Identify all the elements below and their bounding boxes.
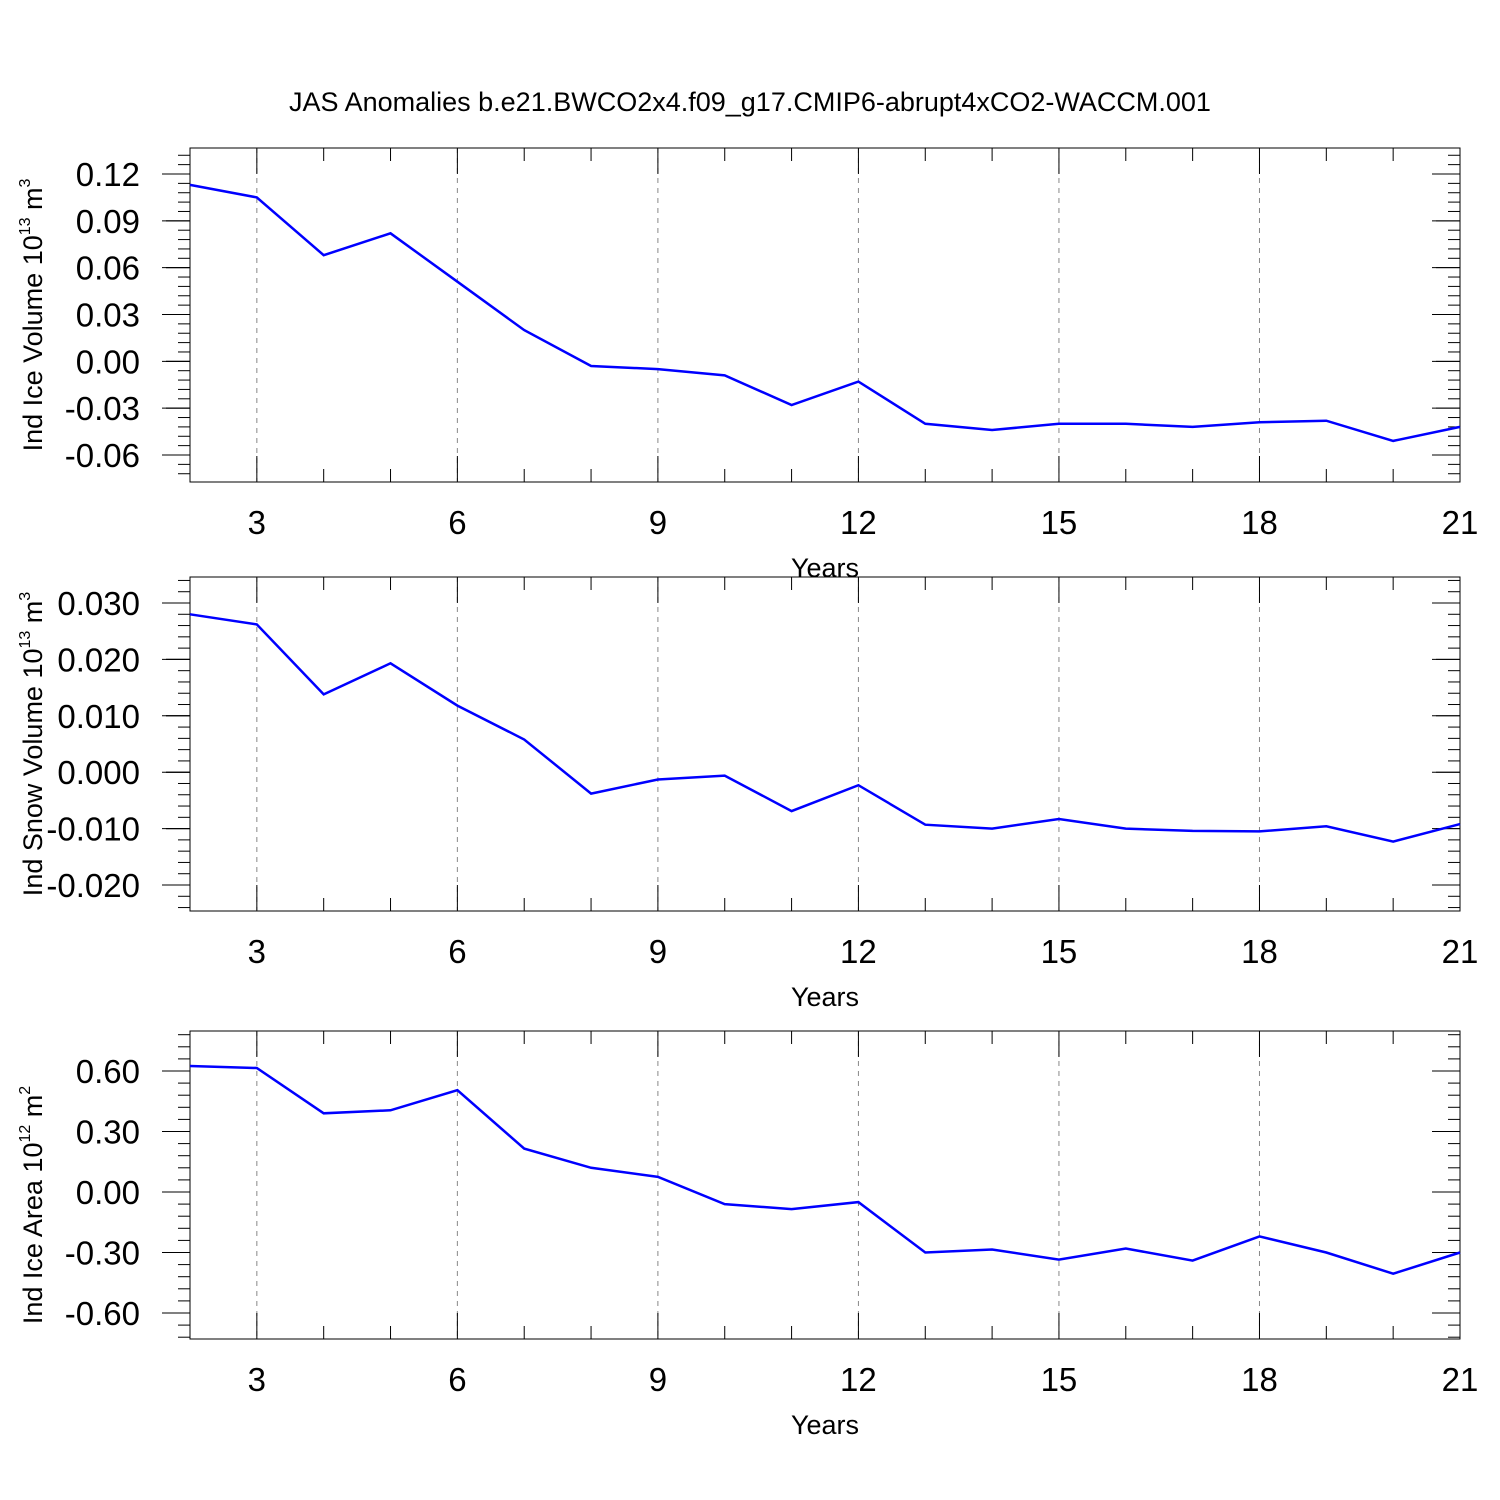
plot-frame	[189, 1030, 1461, 1340]
y-tick-label: 0.00	[76, 343, 140, 380]
panel-2: -0.020 -0.010 0.000 0.010 0.020 0.030 3 6 9 12 15 1…	[17, 576, 1479, 1012]
x-tick-label: 15	[1041, 504, 1078, 541]
y-tick-label: 0.06	[76, 250, 140, 287]
x-tick-label: 12	[840, 933, 877, 970]
series-line	[189, 183, 1461, 443]
plot-frame	[189, 147, 1461, 483]
y-tick-label: 0.09	[76, 203, 140, 240]
y-tick-label: 0.60	[76, 1053, 140, 1090]
x-tick-label: 18	[1241, 933, 1278, 970]
y-tick-label: 0.010	[57, 698, 140, 735]
x-tick-label: 21	[1442, 504, 1479, 541]
x-tick-label: 3	[248, 933, 266, 970]
plot-frame	[189, 576, 1461, 912]
y-axis-label: Ind Ice Volume 1013 m3	[17, 178, 48, 451]
y-tick-label: -0.03	[65, 390, 140, 427]
x-axis-label: Years	[791, 982, 859, 1012]
y-tick-label: -0.06	[65, 437, 140, 474]
x-tick-label: 6	[448, 1361, 466, 1398]
x-tick-label: 6	[448, 933, 466, 970]
x-tick-label: 9	[649, 933, 667, 970]
x-tick-label: 12	[840, 1361, 877, 1398]
x-axis-label: Years	[791, 553, 859, 583]
x-tick-label: 21	[1442, 933, 1479, 970]
y-axis-label: Ind Snow Volume 1013 m3	[17, 592, 48, 896]
series-line	[189, 1064, 1461, 1276]
x-tick-label: 12	[840, 504, 877, 541]
x-tick-label: 6	[448, 504, 466, 541]
y-tick-label: 0.00	[76, 1174, 140, 1211]
y-tick-label: -0.010	[46, 811, 140, 848]
x-tick-label: 15	[1041, 933, 1078, 970]
x-tick-label: 9	[649, 1361, 667, 1398]
chart-title: JAS Anomalies b.e21.BWCO2x4.f09_g17.CMIP…	[289, 87, 1211, 117]
y-tick-label: 0.12	[76, 156, 140, 193]
y-axis-label: Ind Ice Area 1012 m2	[17, 1086, 48, 1324]
x-tick-label: 21	[1442, 1361, 1479, 1398]
x-tick-label: 18	[1241, 1361, 1278, 1398]
y-tick-label: 0.020	[57, 641, 140, 678]
x-tick-label: 3	[248, 1361, 266, 1398]
x-tick-label: 3	[248, 504, 266, 541]
y-tick-label: 0.03	[76, 297, 140, 334]
x-axis-label: Years	[791, 1410, 859, 1440]
y-tick-label: -0.020	[46, 867, 140, 904]
y-tick-label: 0.30	[76, 1114, 140, 1151]
x-tick-label: 9	[649, 504, 667, 541]
x-tick-label: 18	[1241, 504, 1278, 541]
panel-3: -0.60 -0.30 0.00 0.30 0.60 3 6 9 12 15 18 21 Years In…	[17, 1030, 1479, 1440]
y-tick-label: -0.60	[65, 1295, 140, 1332]
y-tick-label: 0.030	[57, 585, 140, 622]
panel-1: -0.06 -0.03 0.00 0.03 0.06 0.09 0.12 3 6 9 12 15 18 2…	[17, 147, 1479, 583]
x-tick-label: 15	[1041, 1361, 1078, 1398]
y-tick-label: 0.000	[57, 754, 140, 791]
y-tick-label: -0.30	[65, 1235, 140, 1272]
series-line	[189, 613, 1461, 843]
